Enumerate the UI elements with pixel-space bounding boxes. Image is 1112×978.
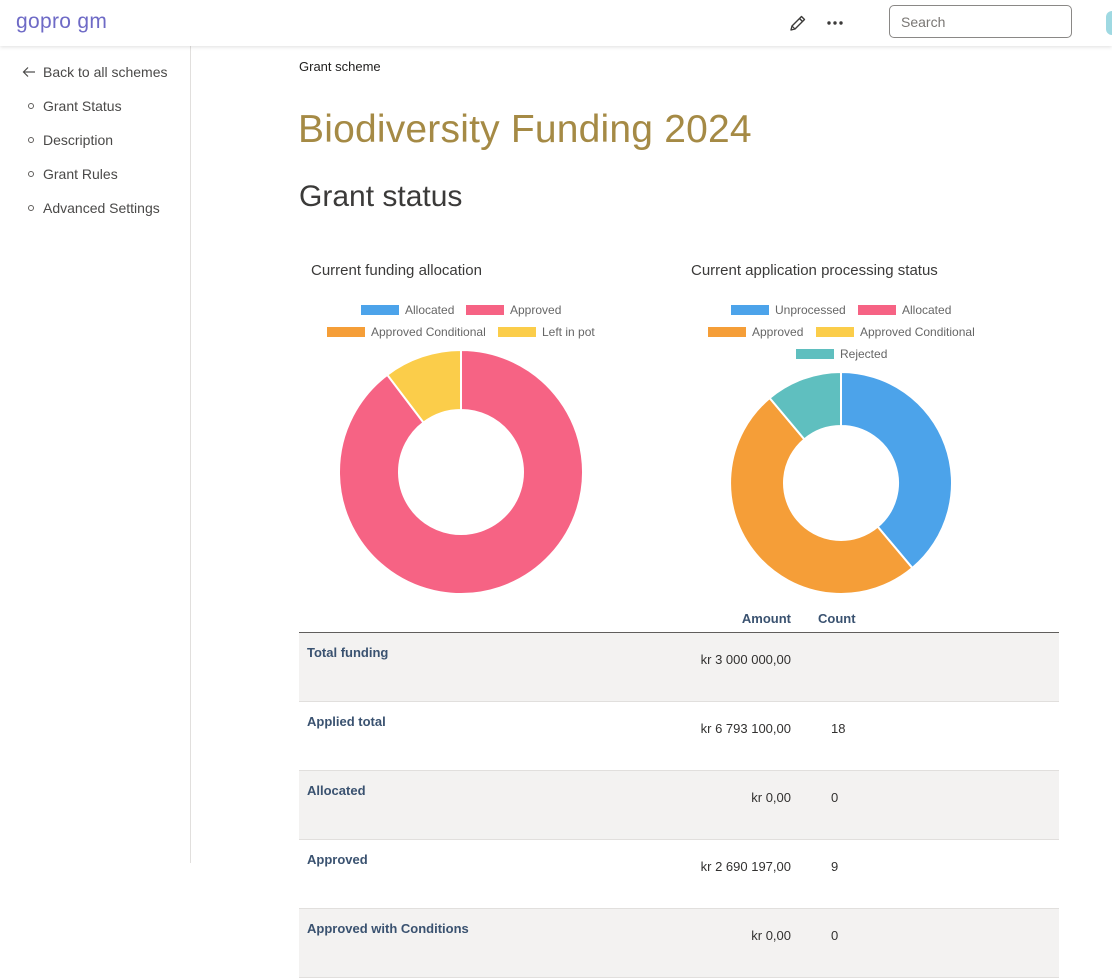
table-header-count: Count [791, 604, 1059, 633]
table-row: Total funding kr 3 000 000,00 [299, 632, 1059, 702]
legend-swatch [361, 305, 399, 315]
row-count: 18 [791, 701, 1059, 771]
sidebar-item-advanced-settings[interactable]: Advanced Settings [28, 200, 160, 216]
table-header-row: Amount Count [299, 604, 1059, 633]
row-count: 0 [791, 770, 1059, 840]
table-row: Approved with Conditions kr 0,00 0 [299, 908, 1059, 978]
legend-item[interactable]: Approved [466, 303, 561, 317]
bullet-icon [28, 137, 34, 143]
table-row: Approved kr 2 690 197,00 9 [299, 839, 1059, 909]
legend-label: Approved [752, 325, 804, 339]
legend-label: Allocated [902, 303, 952, 317]
sidebar-item-label: Grant Rules [43, 166, 118, 182]
legend-label: Approved Conditional [371, 325, 486, 339]
page-title: Biodiversity Funding 2024 [298, 108, 752, 151]
sidebar-item-label: Advanced Settings [43, 200, 160, 216]
chart-title-processing: Current application processing status [691, 262, 938, 279]
legend-item[interactable]: Approved Conditional [816, 325, 975, 339]
processing-donut-chart [729, 370, 953, 595]
ellipsis-icon[interactable] [823, 11, 847, 35]
legend-swatch [708, 327, 746, 337]
donut-slice-rejected[interactable] [768, 370, 842, 441]
breadcrumb: Grant scheme [299, 59, 381, 74]
legend-swatch [858, 305, 896, 315]
pencil-icon[interactable] [786, 11, 810, 35]
sidebar-item-label: Description [43, 132, 114, 148]
legend-swatch [796, 349, 834, 359]
legend-swatch [466, 305, 504, 315]
donut-slice-approved[interactable] [729, 396, 914, 595]
back-to-schemes-link[interactable]: Back to all schemes [22, 64, 168, 80]
sidebar-item-grant-rules[interactable]: Grant Rules [28, 166, 118, 182]
legend-item[interactable]: Approved Conditional [327, 325, 486, 339]
donut-slice-left-in-pot[interactable] [385, 348, 462, 425]
legend-item[interactable]: Approved [708, 325, 803, 339]
row-label: Allocated [299, 770, 684, 840]
legend-item[interactable]: Allocated [858, 303, 951, 317]
legend-swatch [327, 327, 365, 337]
legend-label: Unprocessed [775, 303, 846, 317]
arrow-left-icon [22, 67, 35, 77]
legend-item[interactable]: Unprocessed [731, 303, 846, 317]
table-row: Allocated kr 0,00 0 [299, 770, 1059, 840]
table-row: Applied total kr 6 793 100,00 18 [299, 701, 1059, 771]
bullet-icon [28, 103, 34, 109]
row-amount: kr 2 690 197,00 [684, 839, 791, 909]
row-amount: kr 6 793 100,00 [684, 701, 791, 771]
legend-label: Allocated [405, 303, 455, 317]
row-count [791, 632, 1059, 702]
legend-item[interactable]: Rejected [796, 347, 887, 361]
sidebar-item-description[interactable]: Description [28, 132, 113, 148]
funding-donut-chart [338, 348, 584, 595]
sidebar: Back to all schemes Grant Status Descrip… [0, 46, 191, 863]
row-amount: kr 0,00 [684, 770, 791, 840]
grant-status-table: Amount Count Total funding kr 3 000 000,… [299, 604, 1059, 978]
bullet-icon [28, 171, 34, 177]
avatar[interactable] [1106, 11, 1112, 35]
app-brand[interactable]: gopro gm [16, 10, 108, 33]
donut-slice-unprocessed[interactable] [840, 370, 953, 570]
row-label: Applied total [299, 701, 684, 771]
legend-item[interactable]: Left in pot [498, 325, 595, 339]
legend-swatch [816, 327, 854, 337]
row-count: 0 [791, 908, 1059, 978]
row-count: 9 [791, 839, 1059, 909]
section-title: Grant status [299, 180, 463, 213]
donut-slice-approved[interactable] [338, 348, 584, 595]
legend-label: Approved Conditional [860, 325, 975, 339]
legend-item[interactable]: Allocated [361, 303, 454, 317]
legend-swatch [498, 327, 536, 337]
row-amount: kr 3 000 000,00 [684, 632, 791, 702]
row-label: Total funding [299, 632, 684, 702]
row-label: Approved with Conditions [299, 908, 684, 978]
table-header-label [299, 604, 684, 633]
legend-label: Rejected [840, 347, 888, 361]
table-header-amount: Amount [684, 604, 791, 633]
legend-swatch [731, 305, 769, 315]
chart-title-funding: Current funding allocation [311, 262, 482, 279]
bullet-icon [28, 205, 34, 211]
search-input[interactable] [889, 5, 1072, 38]
row-label: Approved [299, 839, 684, 909]
back-link-label: Back to all schemes [43, 64, 168, 80]
sidebar-item-grant-status[interactable]: Grant Status [28, 98, 122, 114]
row-amount: kr 0,00 [684, 908, 791, 978]
legend-label: Approved [510, 303, 562, 317]
legend-label: Left in pot [542, 325, 595, 339]
top-bar: gopro gm [0, 0, 1112, 46]
sidebar-item-label: Grant Status [43, 98, 122, 114]
